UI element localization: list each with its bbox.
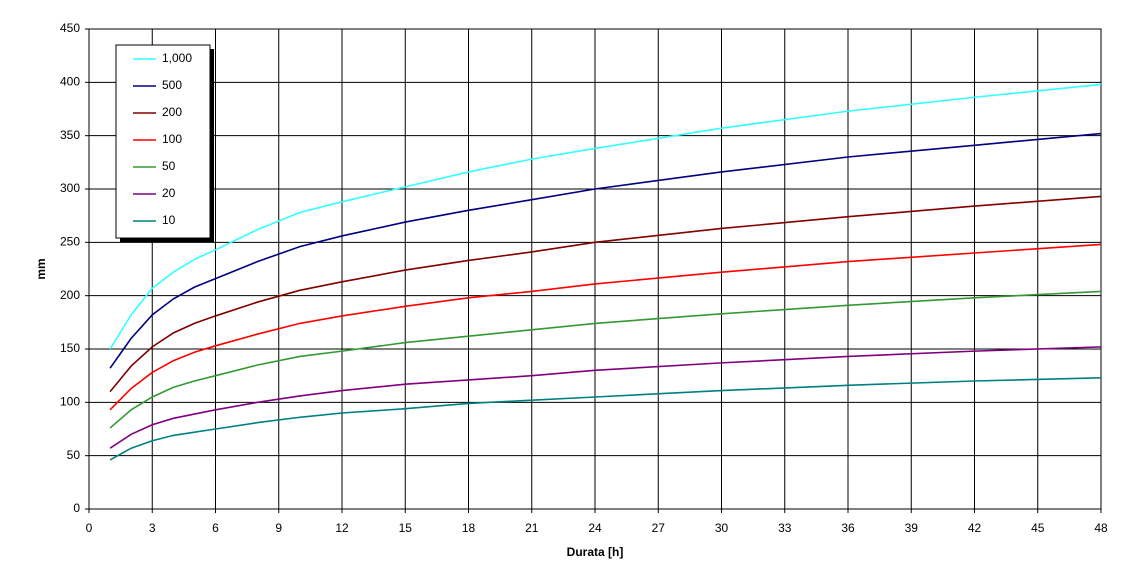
y-tick-label: 150 — [60, 341, 80, 355]
y-tick-label: 100 — [60, 395, 80, 409]
legend-label: 200 — [162, 105, 182, 119]
y-tick-label: 50 — [67, 448, 81, 462]
series-line — [109, 290, 1102, 429]
x-tick-label: 24 — [588, 521, 602, 535]
legend-label: 20 — [162, 186, 176, 200]
y-tick-label: 400 — [60, 75, 80, 89]
x-tick-label: 3 — [149, 521, 156, 535]
x-tick-label: 36 — [841, 521, 855, 535]
y-tick-label: 350 — [60, 128, 80, 142]
y-tick-label: 250 — [60, 235, 80, 249]
series-line — [109, 377, 1102, 461]
x-tick-label: 27 — [652, 521, 666, 535]
x-tick-label: 18 — [462, 521, 476, 535]
series-line — [109, 346, 1102, 449]
series-line — [109, 132, 1102, 369]
y-axis-label: mm — [34, 258, 48, 279]
legend-label: 50 — [162, 159, 176, 173]
x-tick-label: 33 — [778, 521, 792, 535]
x-tick-label: 15 — [399, 521, 413, 535]
x-tick-label: 9 — [275, 521, 282, 535]
series-line — [109, 243, 1102, 411]
y-tick-label: 200 — [60, 288, 80, 302]
x-tick-label: 12 — [335, 521, 349, 535]
x-tick-label: 21 — [525, 521, 539, 535]
series-line — [109, 83, 1102, 350]
x-tick-label: 45 — [1031, 521, 1045, 535]
legend-label: 100 — [162, 132, 182, 146]
y-tick-label: 450 — [60, 21, 80, 35]
x-tick-label: 6 — [212, 521, 219, 535]
x-axis-label: Durata [h] — [567, 545, 624, 559]
y-tick-label: 0 — [73, 501, 80, 515]
x-tick-label: 39 — [905, 521, 919, 535]
legend-label: 1,000 — [162, 51, 192, 65]
x-tick-label: 0 — [86, 521, 93, 535]
y-tick-label: 300 — [60, 181, 80, 195]
x-tick-label: 42 — [968, 521, 982, 535]
x-tick-label: 48 — [1094, 521, 1108, 535]
legend — [115, 44, 211, 239]
series-line — [109, 195, 1102, 393]
legend-label: 10 — [162, 213, 176, 227]
legend-label: 500 — [162, 78, 182, 92]
x-tick-label: 30 — [715, 521, 729, 535]
